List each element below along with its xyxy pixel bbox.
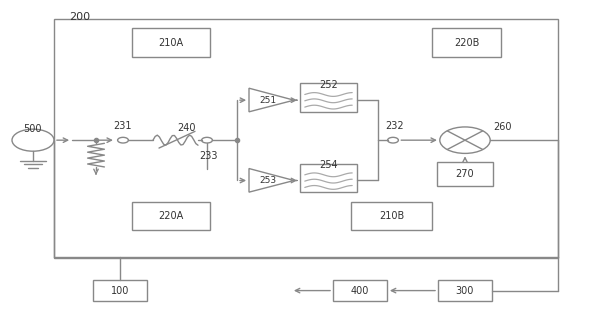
Text: 270: 270 <box>455 169 475 179</box>
Text: 100: 100 <box>111 286 129 295</box>
Text: 400: 400 <box>351 286 369 295</box>
Bar <box>333 280 387 301</box>
Text: 254: 254 <box>319 160 338 170</box>
Bar <box>300 164 357 192</box>
Bar <box>93 280 147 301</box>
Bar <box>438 280 492 301</box>
Text: 253: 253 <box>260 176 277 185</box>
Bar <box>132 202 210 230</box>
Bar <box>351 202 432 230</box>
Bar <box>432 28 501 57</box>
Text: 232: 232 <box>385 121 404 131</box>
Bar <box>437 162 493 186</box>
Text: 210A: 210A <box>158 37 184 48</box>
Text: 260: 260 <box>493 122 512 132</box>
Text: 240: 240 <box>177 123 195 133</box>
Text: 500: 500 <box>23 124 41 134</box>
Bar <box>132 28 210 57</box>
Text: 300: 300 <box>456 286 474 295</box>
Text: 220A: 220A <box>158 211 184 221</box>
Text: 200: 200 <box>69 12 90 22</box>
Text: 252: 252 <box>319 80 338 90</box>
Text: 231: 231 <box>114 121 132 131</box>
Bar <box>54 19 558 258</box>
Text: 233: 233 <box>200 151 218 161</box>
Bar <box>300 83 357 112</box>
Text: 210B: 210B <box>379 211 404 221</box>
Text: 251: 251 <box>260 96 277 105</box>
Text: 220B: 220B <box>454 37 479 48</box>
